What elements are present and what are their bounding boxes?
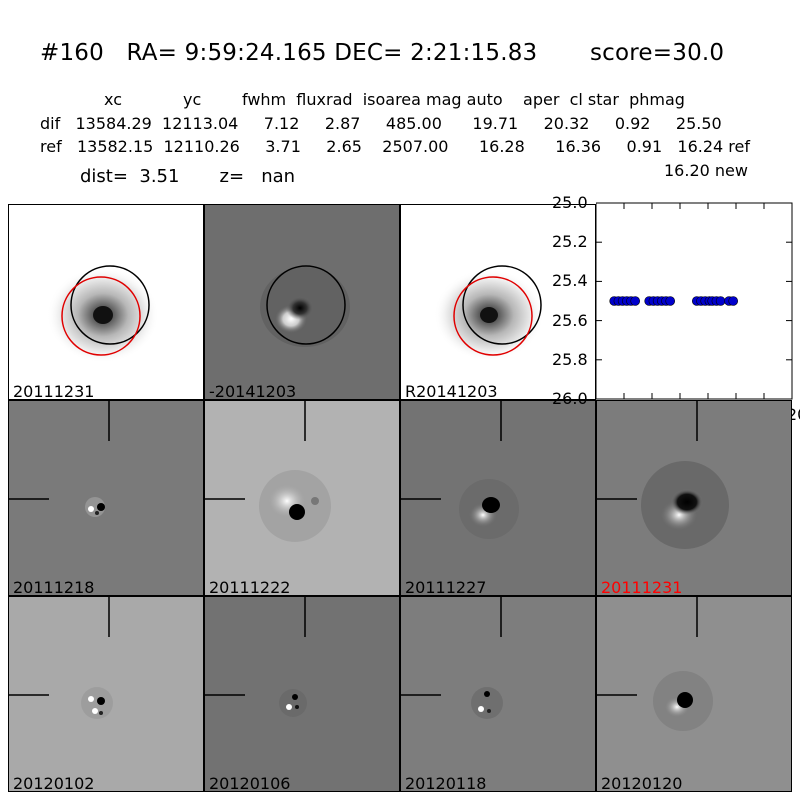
panel-label: 20120120 xyxy=(601,774,683,792)
column-headers: xc yc fwhm fluxrad isoarea mag auto aper… xyxy=(104,90,685,109)
image-panel-epoch: 20111227 xyxy=(400,400,596,596)
ref-aperture-circle xyxy=(462,265,542,345)
y-tick-label: 26.0 xyxy=(552,389,588,408)
dist-line: dist= 3.51 z= nan xyxy=(80,166,296,187)
ref-aperture-circle xyxy=(70,265,150,345)
dif-row: dif 13584.29 12113.04 7.12 2.87 485.00 1… xyxy=(40,114,722,133)
ref-aperture-circle xyxy=(266,265,346,345)
new-aperture-circle xyxy=(61,276,141,356)
panel-label-current: 20111231 xyxy=(601,578,683,596)
new-aperture-circle xyxy=(453,276,533,356)
page-title: #160 RA= 9:59:24.165 DEC= 2:21:15.83 sco… xyxy=(40,40,725,66)
y-tick-label: 25.0 xyxy=(552,193,588,212)
ref-row: ref 13582.15 12110.26 3.71 2.65 2507.00 … xyxy=(40,137,750,156)
data-point xyxy=(630,296,641,306)
data-point xyxy=(715,296,726,306)
y-tick-label: 25.6 xyxy=(552,310,588,330)
image-panel-epoch-current: 20111231 xyxy=(596,400,792,596)
new-phmag: 16.20 new xyxy=(664,161,748,180)
new-image-stamp xyxy=(47,265,159,363)
image-panel-epoch: 20120106 xyxy=(204,596,400,792)
lightcurve-chart: 020406080100120 xyxy=(596,202,800,422)
panel-label: 20111218 xyxy=(13,578,95,596)
panel-label: 20120102 xyxy=(13,774,95,792)
image-panel-epoch: 20120120 xyxy=(596,596,792,792)
data-point xyxy=(665,296,675,306)
image-panel-new: 20111231 xyxy=(8,204,204,400)
image-panel-epoch: 20120118 xyxy=(400,596,596,792)
diff-image-stamp xyxy=(260,265,350,347)
image-panel-epoch: 20111218 xyxy=(8,400,204,596)
panel-label: 20111227 xyxy=(405,578,487,596)
y-tick-label: 25.4 xyxy=(552,271,588,291)
y-tick-label: 25.8 xyxy=(552,349,588,369)
panel-label: 20111222 xyxy=(209,578,291,596)
ref-image-stamp xyxy=(434,265,544,361)
image-panel-epoch: 20120102 xyxy=(8,596,204,792)
image-panel-epoch: 20111222 xyxy=(204,400,400,596)
panel-label: 20120118 xyxy=(405,774,487,792)
panel-label: R20141203 xyxy=(405,382,498,400)
y-tick-label: 25.2 xyxy=(552,232,588,252)
panel-label: -20141203 xyxy=(209,382,297,400)
panel-label: 20120106 xyxy=(209,774,291,792)
data-point xyxy=(728,296,738,306)
image-panel-diff: -20141203 xyxy=(204,204,400,400)
panel-label: 20111231 xyxy=(13,382,95,400)
